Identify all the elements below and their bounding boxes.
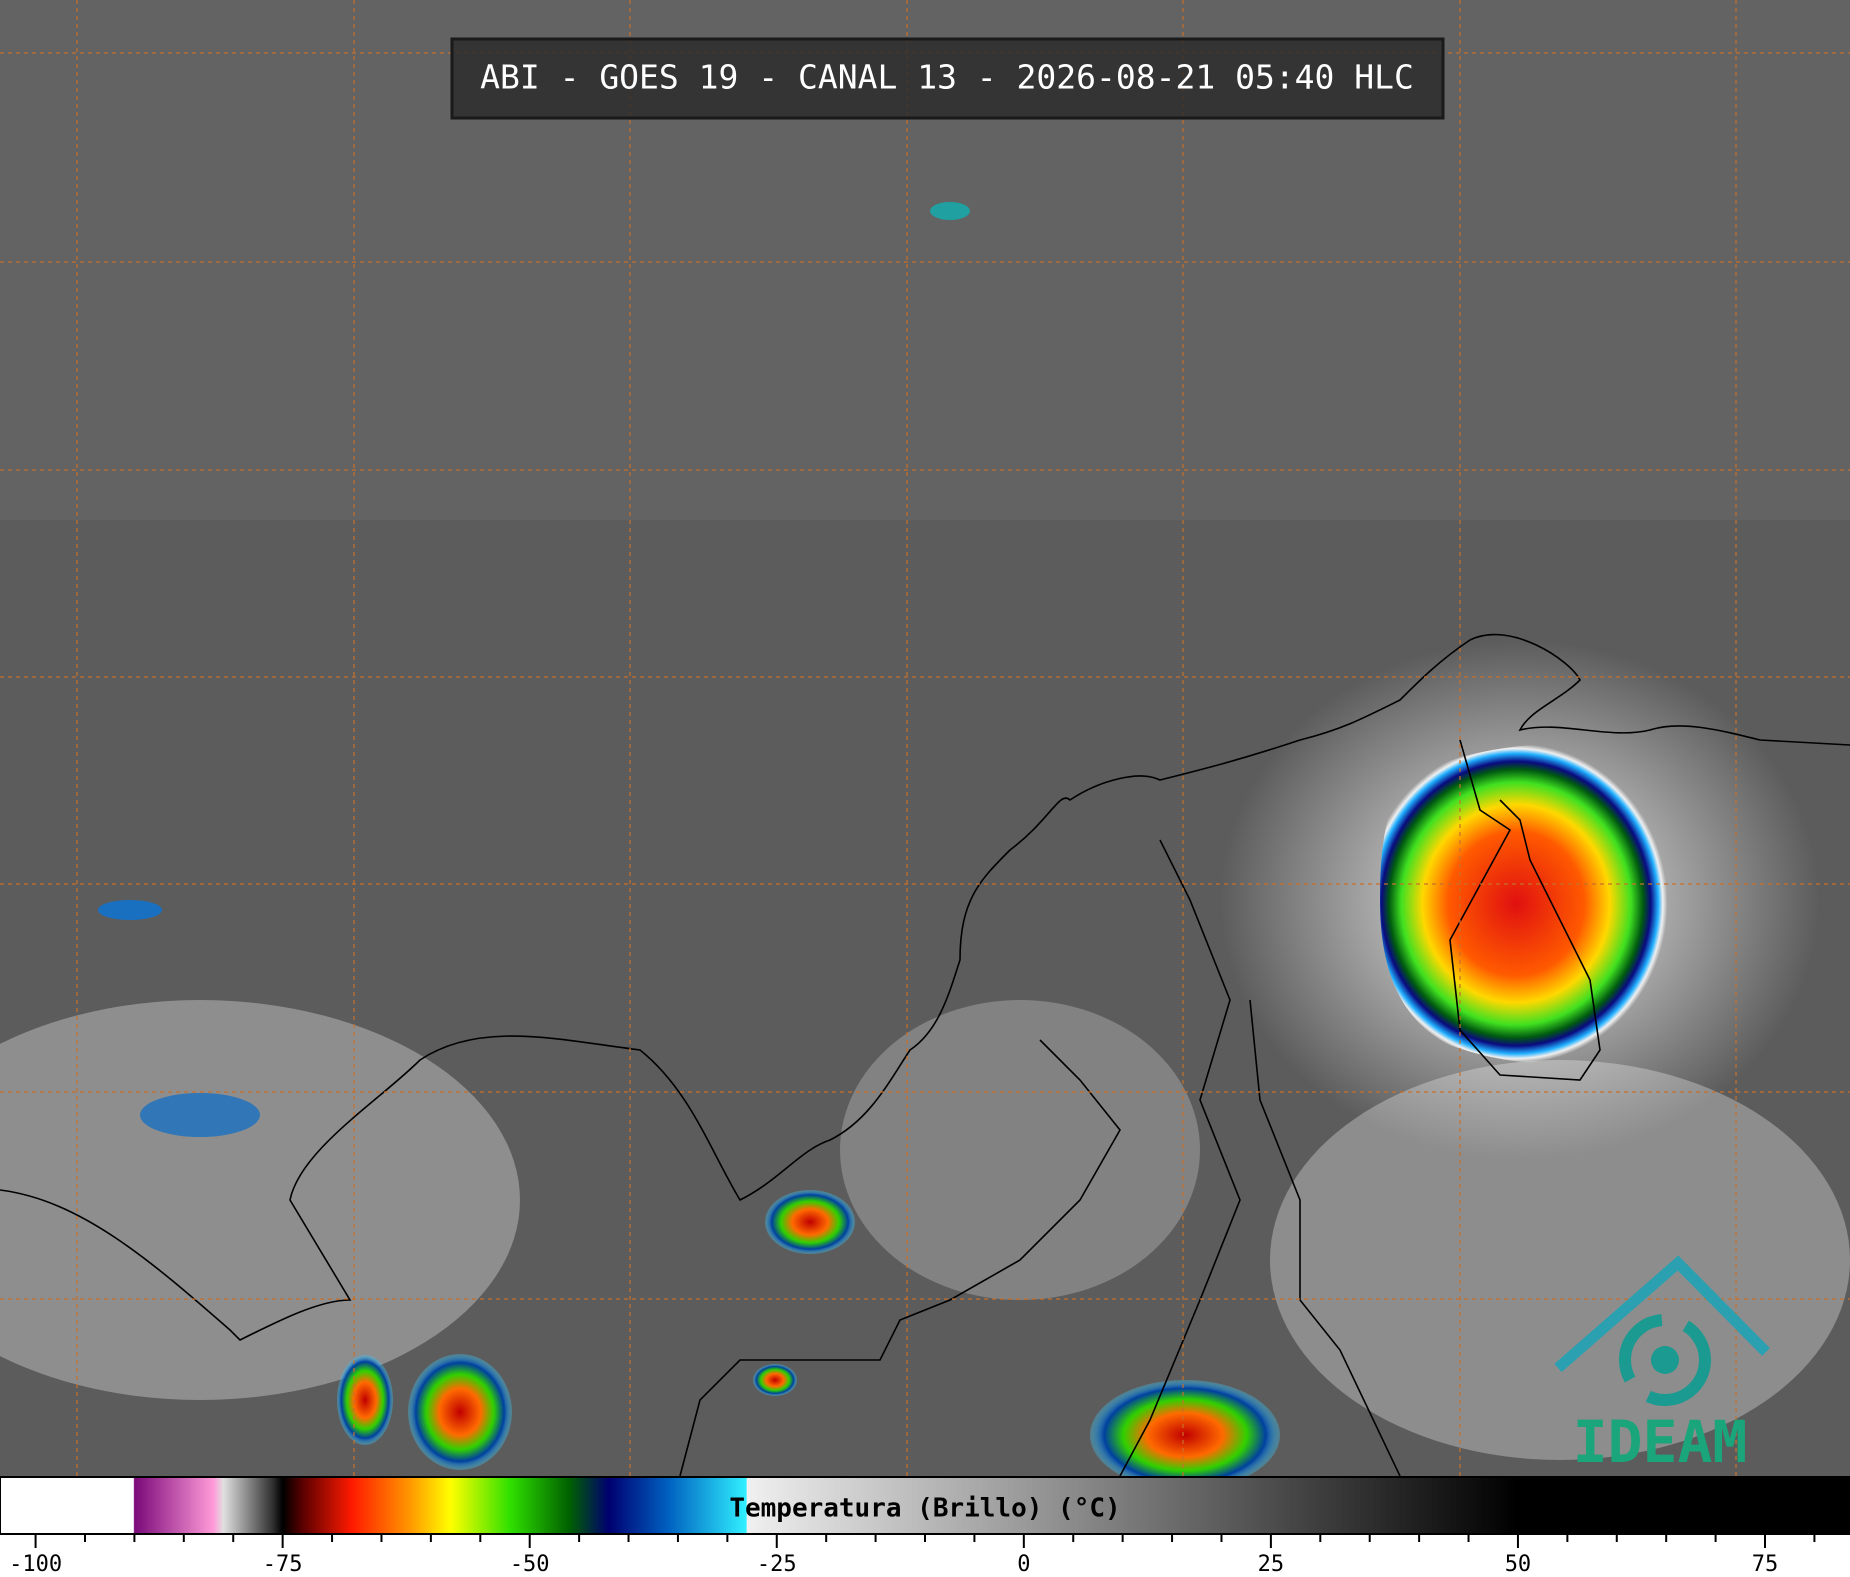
colorbar-tick-label: -100 <box>9 1552 62 1577</box>
convective-storm <box>1380 743 1683 1064</box>
title-box <box>450 37 1445 120</box>
logo-text: IDEAM <box>1573 1408 1748 1476</box>
colorbar <box>0 1476 1850 1535</box>
convective-cell <box>337 1355 393 1445</box>
convective-cell <box>753 1364 797 1396</box>
colorbar-tick-label: 50 <box>1505 1552 1532 1577</box>
coastlines <box>0 633 1850 1477</box>
colorbar-tick-label: -50 <box>510 1552 550 1577</box>
colorbar-tick-label: -25 <box>757 1552 797 1577</box>
graticule <box>0 0 1850 1476</box>
logo-swirl <box>1619 1314 1711 1406</box>
convective-cell <box>98 900 162 920</box>
logo-roof <box>1554 1255 1770 1373</box>
colorbar-tick-label: 0 <box>1017 1552 1030 1577</box>
logo: IDEAM <box>1554 1255 1770 1476</box>
colorbar-tick-label: -75 <box>263 1552 303 1577</box>
colorbar-label: Temperatura (Brillo) (°C) <box>729 1494 1120 1524</box>
title: ABI - GOES 19 - CANAL 13 - 2026-08-21 05… <box>480 58 1414 97</box>
colorbar-tick-label: 25 <box>1258 1552 1285 1577</box>
convective-cell <box>1090 1380 1280 1490</box>
convective-cell <box>930 202 970 220</box>
logo-eye <box>1651 1346 1679 1374</box>
cloud <box>0 1000 520 1400</box>
convective-cell <box>140 1093 260 1137</box>
cloud <box>840 1000 1200 1300</box>
colorbar-tick-label: 75 <box>1752 1552 1779 1577</box>
convective-cell <box>408 1354 512 1470</box>
convective-cell <box>765 1190 855 1254</box>
